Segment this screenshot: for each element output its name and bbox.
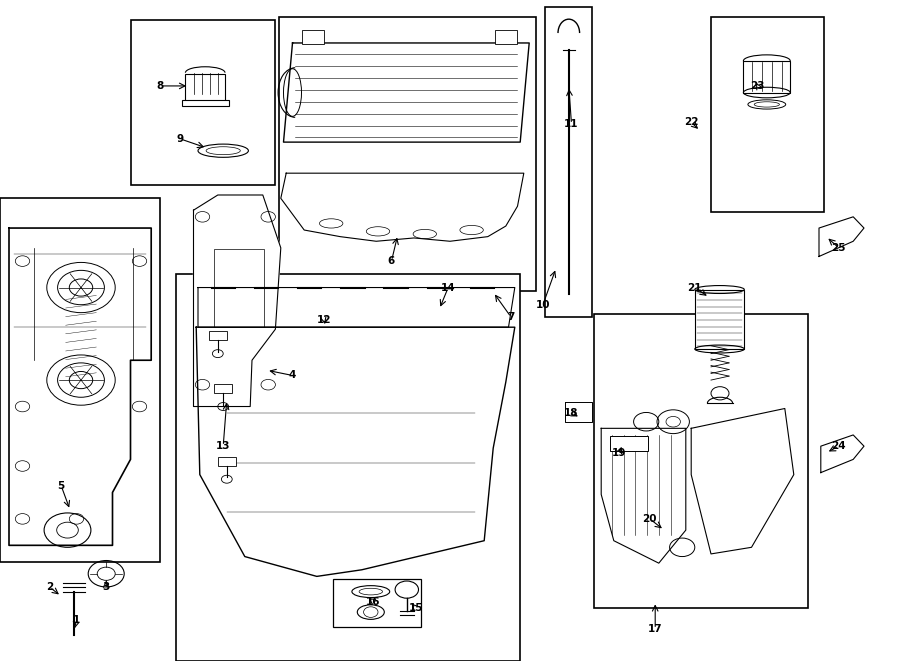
- Bar: [743, 61, 790, 93]
- Text: 18: 18: [564, 408, 579, 418]
- Bar: [495, 30, 517, 44]
- Text: 13: 13: [216, 441, 230, 451]
- Bar: [130, 20, 274, 185]
- Polygon shape: [819, 217, 864, 256]
- Polygon shape: [821, 435, 864, 473]
- Text: 8: 8: [157, 81, 164, 91]
- Text: 10: 10: [536, 300, 550, 311]
- Text: 4: 4: [289, 370, 296, 381]
- Polygon shape: [284, 43, 529, 142]
- Bar: [182, 100, 229, 106]
- Text: 12: 12: [317, 315, 331, 325]
- Text: 21: 21: [688, 282, 702, 293]
- Bar: [185, 74, 225, 102]
- Polygon shape: [601, 428, 686, 563]
- Bar: [214, 249, 264, 327]
- Text: 20: 20: [643, 514, 657, 524]
- Polygon shape: [9, 228, 151, 545]
- Text: 15: 15: [409, 603, 423, 613]
- Bar: [214, 384, 232, 393]
- Text: 24: 24: [832, 441, 846, 451]
- Polygon shape: [194, 195, 281, 407]
- Text: 7: 7: [508, 312, 515, 323]
- Text: 14: 14: [441, 282, 455, 293]
- Text: 2: 2: [46, 582, 53, 592]
- Text: 25: 25: [832, 243, 846, 253]
- Text: 23: 23: [751, 81, 765, 91]
- Text: 9: 9: [176, 134, 184, 144]
- Polygon shape: [198, 288, 515, 327]
- Text: 17: 17: [648, 624, 662, 635]
- Bar: [218, 457, 236, 466]
- Text: 16: 16: [366, 596, 381, 607]
- Bar: [695, 290, 744, 349]
- Bar: [209, 331, 227, 340]
- Bar: [302, 30, 324, 44]
- Bar: [610, 436, 648, 451]
- Text: 19: 19: [612, 447, 626, 458]
- Polygon shape: [196, 327, 515, 576]
- Polygon shape: [691, 408, 794, 554]
- Text: 6: 6: [388, 256, 395, 266]
- Bar: [333, 579, 421, 627]
- Text: 11: 11: [564, 119, 579, 130]
- Bar: [279, 17, 536, 291]
- Text: 1: 1: [73, 615, 80, 625]
- Bar: [594, 314, 808, 608]
- Bar: [0, 198, 160, 562]
- Text: 5: 5: [58, 481, 65, 491]
- Bar: [176, 274, 520, 661]
- Text: 3: 3: [103, 582, 110, 592]
- Bar: [544, 7, 592, 317]
- Bar: [711, 17, 824, 212]
- Text: 22: 22: [684, 117, 698, 128]
